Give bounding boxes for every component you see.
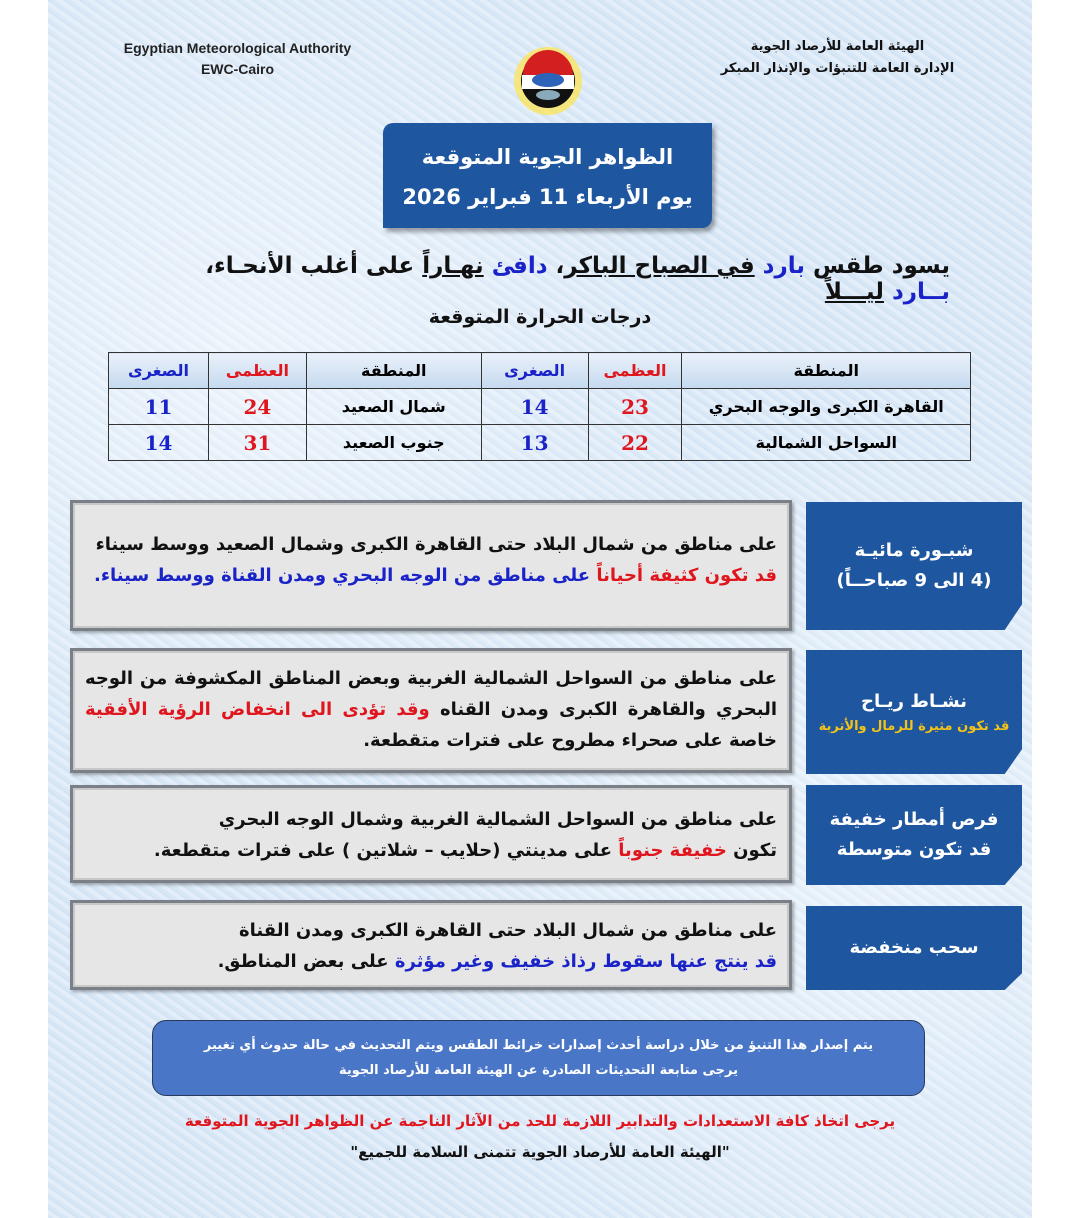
rain-details: على مناطق من السواحل الشمالية الغربية وش… xyxy=(70,785,792,883)
region-cell: جنوب الصعيد xyxy=(305,424,482,461)
summary-line: يسود طقس بارد في الصباح الباكر، دافئ نهـ… xyxy=(150,253,950,305)
col-min: الصغرى xyxy=(480,352,589,389)
summary-text2: على أغلب الأنحـاء، xyxy=(205,253,423,279)
header-ar: الهيئة العامة للأرصاد الجوية الإدارة الع… xyxy=(700,36,975,80)
org-name-en: Egyptian Meteorological Authority xyxy=(123,40,352,56)
dept-name-ar: الإدارة العامة للتنبؤات والإنذار المبكر xyxy=(720,61,955,76)
summary-cold-night: بــارد xyxy=(891,279,950,305)
title-box: الظواهر الجوية المتوقعة يوم الأربعاء 11 … xyxy=(383,123,712,228)
max-cell: 23 xyxy=(587,388,683,425)
detail-highlight: وقد تؤدى الى انخفاض الرؤية الأفقية xyxy=(85,699,430,720)
table-row: القاهرة الكبرى والوجه البحري 23 14 شمال … xyxy=(108,388,971,425)
label-subtitle: قد تكون متوسطة xyxy=(836,839,992,860)
table-row: السواحل الشمالية 22 13 جنوب الصعيد 31 14 xyxy=(108,424,971,461)
wind-details: على مناطق من السواحل الشمالية الغربية وب… xyxy=(70,648,792,773)
temps-title: درجات الحرارة المتوقعة xyxy=(428,306,652,328)
label-subtitle: (4 الى 9 صباحــاً) xyxy=(836,570,992,591)
summary-early-morning: في الصباح الباكر xyxy=(564,253,755,279)
label-title: نشـاط ريـاح xyxy=(861,691,967,712)
fog-details: على مناطق من شمال البلاد حتى القاهرة الك… xyxy=(70,500,792,631)
label-title: فرص أمطار خفيفة xyxy=(829,809,999,830)
detail-highlight: خفيفة جنوباً xyxy=(618,840,727,861)
max-cell: 24 xyxy=(207,388,307,425)
detail-text: على مدينتي (حلايب – شلاتين ) على فترات م… xyxy=(153,840,619,861)
region-cell: السواحل الشمالية xyxy=(681,424,971,461)
title-date: يوم الأربعاء 11 فبراير 2026 xyxy=(402,185,693,209)
region-cell: القاهرة الكبرى والوجه البحري xyxy=(681,388,971,425)
summary-sep: ، xyxy=(547,253,565,279)
detail-highlight-blue: على مناطق من الوجه البحري ومدن القناة وو… xyxy=(93,565,597,586)
footer-wish: "الهيئة العامة للأرصاد الجوية تتمنى السل… xyxy=(350,1143,730,1161)
org-name-ar: الهيئة العامة للأرصاد الجوية xyxy=(750,39,925,54)
label-wind: نشـاط ريـاح قد تكون مثيرة للرمال والأترب… xyxy=(806,650,1022,774)
label-title: شبـورة مائيـة xyxy=(854,540,974,561)
summary-text: يسود طقس xyxy=(804,253,950,279)
max-cell: 31 xyxy=(207,424,307,461)
table-header-row: المنطقة العظمى الصغرى المنطقة العظمى الص… xyxy=(108,352,971,389)
col-max: العظمى xyxy=(587,352,683,389)
title-line1: الظواهر الجوية المتوقعة xyxy=(421,145,674,169)
min-cell: 11 xyxy=(108,388,209,425)
logo-icon xyxy=(514,47,582,115)
footer-warning: يرجى اتخاذ كافة الاستعدادات والتدابير ال… xyxy=(184,1112,896,1130)
max-cell: 22 xyxy=(587,424,683,461)
summary-day: نهـاراً xyxy=(422,253,484,279)
detail-text: على مناطق من شمال البلاد حتى القاهرة الك… xyxy=(95,534,777,555)
update-note: يتم إصدار هذا التنبؤ من خلال دراسة أحدث … xyxy=(152,1020,925,1096)
label-fog: شبـورة مائيـة (4 الى 9 صباحــاً) xyxy=(806,502,1022,630)
detail-highlight-blue: قد ينتج عنها سقوط رذاذ خفيف وغير مؤثرة xyxy=(394,951,777,972)
col-min: الصغرى xyxy=(108,352,209,389)
summary-warm: دافئ xyxy=(491,253,548,279)
col-region: المنطقة xyxy=(305,352,482,389)
detail-text: على مناطق من السواحل الشمالية الغربية وش… xyxy=(218,809,777,830)
detail-text: على مناطق من شمال البلاد حتى القاهرة الك… xyxy=(239,920,777,941)
min-cell: 13 xyxy=(480,424,589,461)
note-line1: يتم إصدار هذا التنبؤ من خلال دراسة أحدث … xyxy=(203,1038,874,1053)
note-line2: يرجى متابعة التحديثات الصادرة عن الهيئة … xyxy=(338,1063,738,1078)
col-max: العظمى xyxy=(207,352,307,389)
label-title: سحب منخفضة xyxy=(849,937,979,958)
clouds-details: على مناطق من شمال البلاد حتى القاهرة الك… xyxy=(70,900,792,990)
detail-text: على مناطق من السواحل الشمالية الغربية وب… xyxy=(85,668,777,720)
summary-night: ليـــلاً xyxy=(824,279,884,305)
min-cell: 14 xyxy=(480,388,589,425)
header-en: Egyptian Meteorological Authority EWC-Ca… xyxy=(100,38,375,80)
detail-text: خاصة على صحراء مطروح على فترات متقطعة. xyxy=(363,730,777,751)
min-cell: 14 xyxy=(108,424,209,461)
summary-cold: بارد xyxy=(762,253,805,279)
label-subtitle: قد تكون مثيرة للرمال والأتربة xyxy=(818,719,1010,734)
detail-text: تكون xyxy=(726,840,777,861)
dept-name-en: EWC-Cairo xyxy=(200,61,275,77)
detail-highlight: قد تكون كثيفة أحياناً xyxy=(596,565,777,586)
col-region: المنطقة xyxy=(681,352,971,389)
label-rain: فرص أمطار خفيفة قد تكون متوسطة xyxy=(806,785,1022,885)
label-low-clouds: سحب منخفضة xyxy=(806,906,1022,990)
detail-text: على بعض المناطق. xyxy=(217,951,395,972)
temperature-table: المنطقة العظمى الصغرى المنطقة العظمى الص… xyxy=(108,352,971,461)
region-cell: شمال الصعيد xyxy=(305,388,482,425)
